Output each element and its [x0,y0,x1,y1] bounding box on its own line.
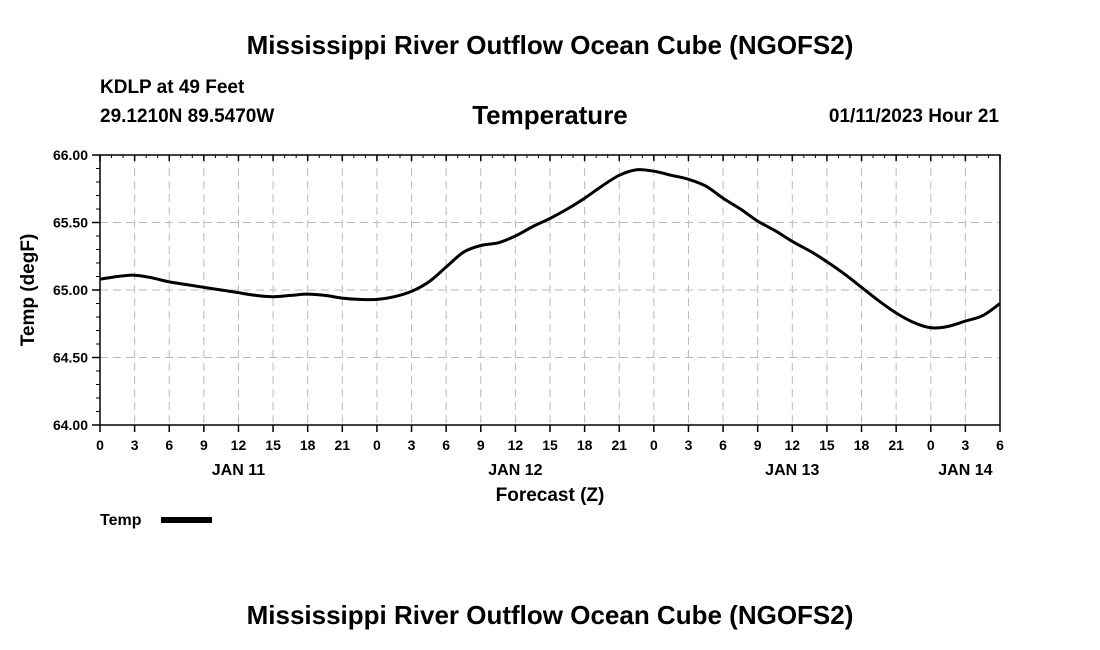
x-tick-label: 15 [542,437,558,453]
label-layer: 64.00 64.50 65.00 65.50 66.00 0 3 6 9 12 15 18 21 0 3 6… [53,147,1004,479]
series-line-temp [99,168,1001,330]
plot-frame [99,154,1001,426]
chart-subtitle: Temperature [472,100,628,130]
x-tick-label: 0 [650,437,658,453]
x-tick-label: 3 [685,437,693,453]
y-tick-label: 65.00 [53,282,88,298]
legend: Temp [100,512,212,529]
x-tick-label: 15 [265,437,281,453]
x-tick-label: 9 [477,437,485,453]
y-axis-label: Temp (degF) [18,234,39,347]
y-tick-label: 65.50 [53,215,88,231]
x-tick-label: 15 [819,437,835,453]
day-label: JAN 14 [938,462,992,479]
legend-label-temp: Temp [100,512,142,529]
y-tick-label: 64.50 [53,350,88,366]
day-label: JAN 12 [488,462,542,479]
y-tick-label: 64.00 [53,417,88,433]
x-tick-label: 12 [785,437,801,453]
x-tick-label: 12 [231,437,247,453]
x-tick-label: 21 [888,437,904,453]
x-tick-label: 12 [508,437,524,453]
x-tick-label: 18 [577,437,593,453]
x-tick-label: 21 [611,437,627,453]
forecast-timestamp: 01/11/2023 Hour 21 [828,106,999,127]
x-tick-label: 9 [754,437,762,453]
y-tick-label: 66.00 [53,147,88,163]
x-tick-label: 21 [335,437,351,453]
station-label: KDLP at 49 Feet [100,77,245,98]
x-tick-label: 6 [165,437,173,453]
x-axis-label: Forecast (Z) [496,485,605,506]
tick-layer [92,154,1001,432]
series-layer [99,168,1001,330]
footer-title: Mississippi River Outflow Ocean Cube (NG… [246,600,854,630]
x-tick-label: 0 [96,437,104,453]
x-tick-label: 0 [373,437,381,453]
main-title: Mississippi River Outflow Ocean Cube (NG… [246,30,854,60]
station-coordinates: 29.1210N 89.5470W [100,106,275,127]
day-label: JAN 13 [765,462,819,479]
x-tick-label: 0 [927,437,935,453]
x-tick-label: 18 [854,437,870,453]
x-tick-label: 3 [961,437,969,453]
x-tick-label: 6 [996,437,1004,453]
x-tick-label: 6 [719,437,727,453]
x-tick-label: 3 [131,437,139,453]
x-tick-label: 3 [408,437,416,453]
day-label: JAN 11 [212,462,265,479]
x-tick-label: 9 [200,437,208,453]
x-tick-label: 18 [300,437,316,453]
x-tick-label: 6 [442,437,450,453]
